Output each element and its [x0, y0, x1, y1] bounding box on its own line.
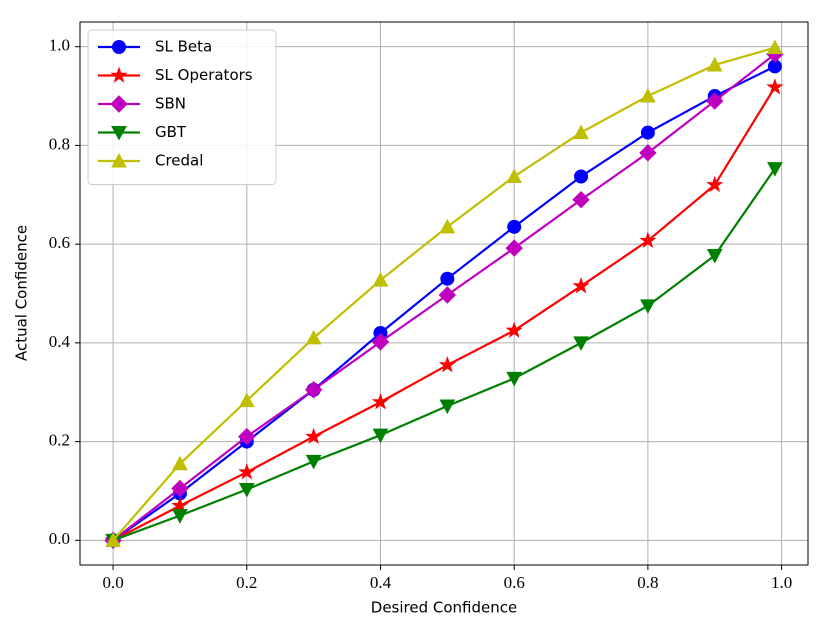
legend-label: SL Beta [155, 38, 212, 56]
legend-label: SL Operators [155, 66, 253, 84]
marker [371, 393, 390, 410]
marker [238, 482, 255, 498]
marker [505, 239, 523, 257]
y-tick-label: 1.0 [49, 36, 70, 55]
marker [506, 168, 523, 184]
y-tick-label: 0.0 [49, 529, 70, 548]
x-tick-label: 0.4 [370, 573, 392, 592]
marker [706, 248, 723, 264]
marker [172, 455, 188, 471]
marker [238, 463, 256, 480]
marker [706, 56, 723, 72]
marker [438, 356, 456, 373]
marker [505, 321, 523, 338]
y-tick-label: 0.4 [49, 332, 71, 351]
marker [572, 277, 590, 294]
marker [305, 427, 323, 444]
marker [639, 231, 657, 248]
marker [639, 144, 657, 162]
marker [304, 381, 323, 399]
legend-marker [112, 40, 126, 54]
marker [439, 399, 456, 415]
legend-label: GBT [155, 123, 187, 141]
legend-marker [111, 152, 127, 168]
marker [706, 92, 724, 110]
legend-box [87, 29, 277, 185]
y-tick-label: 0.2 [49, 430, 70, 449]
plot-frame [79, 21, 809, 566]
marker [305, 454, 322, 470]
marker [439, 218, 456, 234]
marker [238, 392, 255, 408]
y-tick-label: 0.6 [49, 233, 70, 252]
marker [172, 509, 188, 524]
x-tick-label: 1.0 [771, 573, 792, 592]
marker [640, 125, 655, 140]
marker [767, 162, 783, 177]
marker [171, 479, 189, 498]
marker [438, 286, 457, 304]
marker [371, 333, 390, 351]
marker [640, 87, 656, 103]
marker [507, 219, 522, 234]
legend-label: SBN [155, 95, 186, 113]
y-axis-label: Actual Confidence [13, 225, 31, 361]
series-line [112, 167, 776, 542]
marker [640, 299, 656, 314]
marker [574, 169, 589, 184]
marker [440, 271, 455, 286]
legend-marker [110, 66, 128, 83]
marker [572, 191, 590, 209]
x-tick-label: 0.2 [236, 573, 257, 592]
marker [766, 78, 784, 95]
marker [767, 39, 783, 55]
marker [238, 427, 256, 446]
marker [573, 336, 589, 351]
legend-marker [110, 95, 128, 113]
legend-marker [111, 126, 127, 141]
y-tick-label: 0.8 [49, 134, 70, 153]
x-tick-label: 0.0 [102, 573, 123, 592]
marker [372, 428, 389, 444]
marker [105, 532, 121, 547]
x-tick-label: 0.8 [637, 573, 658, 592]
x-axis-label: Desired Confidence [371, 599, 517, 617]
marker [372, 272, 389, 287]
legend-label: Credal [155, 152, 203, 170]
marker [573, 124, 589, 140]
x-tick-label: 0.6 [504, 573, 525, 592]
marker [706, 175, 724, 193]
marker [305, 329, 322, 345]
marker [506, 371, 523, 387]
marker [171, 496, 189, 514]
